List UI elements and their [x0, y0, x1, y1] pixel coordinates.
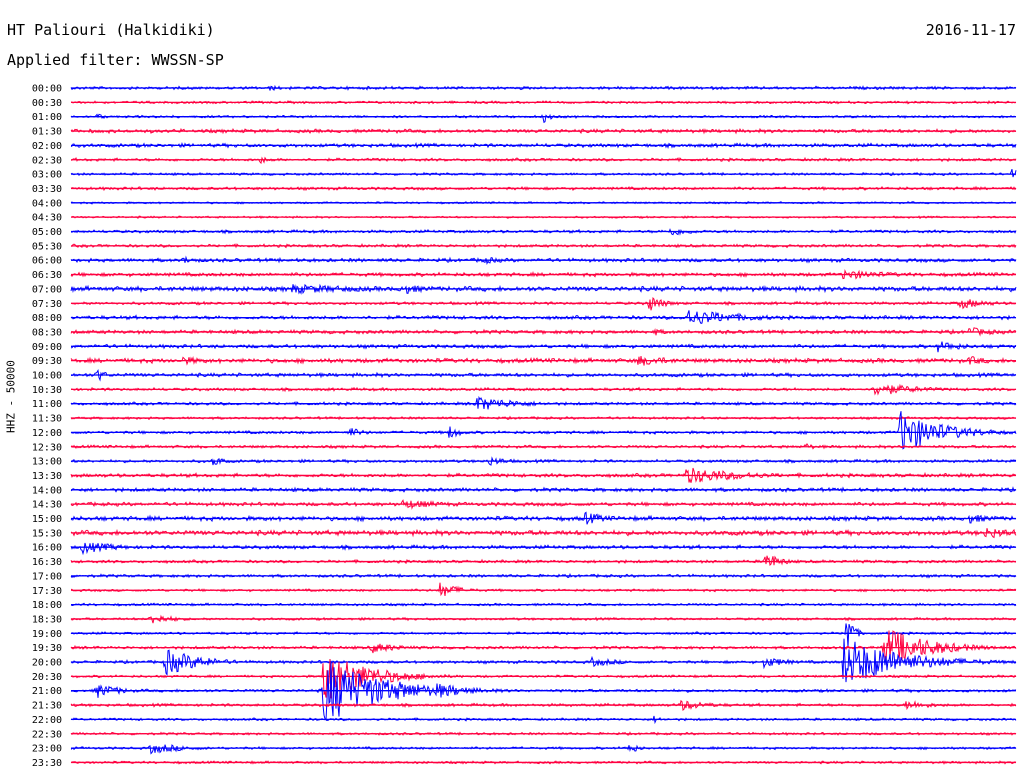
row-label: 09:30: [32, 356, 62, 367]
row-labels: 00:00 00:30 01:00 01:30 02:00 02:30 03:00 03:30…: [32, 84, 62, 769]
row-label: 00:30: [32, 98, 62, 109]
row-label: 16:30: [32, 557, 62, 568]
row-label: 23:30: [32, 758, 62, 769]
row-label: 12:30: [32, 442, 62, 453]
row-label: 10:00: [32, 371, 62, 382]
row-label: 00:00: [32, 84, 62, 95]
row-label: 10:30: [32, 385, 62, 396]
row-label: 15:00: [32, 514, 62, 525]
row-label: 05:30: [32, 241, 62, 252]
trace-row: [70, 555, 1017, 566]
row-label: 21:30: [32, 701, 62, 712]
row-label: 22:00: [32, 715, 62, 726]
row-label: 20:00: [32, 658, 62, 669]
row-label: 13:30: [32, 471, 62, 482]
row-label: 07:30: [32, 299, 62, 310]
row-label: 17:30: [32, 586, 62, 597]
row-label: 03:00: [32, 170, 62, 181]
row-label: 19:30: [32, 643, 62, 654]
row-label: 17:00: [32, 571, 62, 582]
row-label: 07:00: [32, 284, 62, 295]
trace-row: [70, 113, 1017, 124]
row-label: 23:00: [32, 744, 62, 755]
row-label: 05:00: [32, 227, 62, 238]
row-label: 14:00: [32, 485, 62, 496]
row-label: 06:30: [32, 270, 62, 281]
row-label: 19:00: [32, 629, 62, 640]
trace-row: [70, 310, 1017, 325]
trace-row: [70, 156, 1017, 165]
row-label: 06:00: [32, 256, 62, 267]
trace-row: [70, 582, 1017, 597]
record-date: 2016-11-17: [925, 21, 1016, 39]
row-label: 08:30: [32, 327, 62, 338]
station-title: HT Paliouri (Halkidiki): [7, 21, 215, 39]
row-label: 01:00: [32, 112, 62, 123]
trace-row: [70, 542, 1017, 556]
row-label: 02:00: [32, 141, 62, 152]
row-label: 02:30: [32, 155, 62, 166]
row-label: 04:00: [32, 198, 62, 209]
row-label: 14:30: [32, 500, 62, 511]
trace-row: [70, 630, 1017, 663]
trace-row: [70, 614, 1017, 624]
row-label: 16:00: [32, 543, 62, 554]
row-label: 18:30: [32, 614, 62, 625]
row-label: 08:00: [32, 313, 62, 324]
row-label: 11:00: [32, 399, 62, 410]
row-label: 15:30: [32, 528, 62, 539]
trace-row: [70, 744, 1017, 755]
row-label: 22:30: [32, 729, 62, 740]
row-label: 13:00: [32, 457, 62, 468]
row-label: 11:30: [32, 414, 62, 425]
traces: [70, 84, 1017, 765]
row-label: 12:00: [32, 428, 62, 439]
trace-row: [70, 297, 1017, 311]
row-label: 20:30: [32, 672, 62, 683]
row-label: 09:00: [32, 342, 62, 353]
row-label: 21:00: [32, 686, 62, 697]
trace-row: [70, 169, 1017, 178]
filter-label: Applied filter: WWSSN-SP: [7, 51, 224, 69]
row-label: 18:00: [32, 600, 62, 611]
row-label: 03:30: [32, 184, 62, 195]
row-label: 04:30: [32, 213, 62, 224]
trace-row: [70, 623, 1017, 648]
row-label: 01:30: [32, 127, 62, 138]
